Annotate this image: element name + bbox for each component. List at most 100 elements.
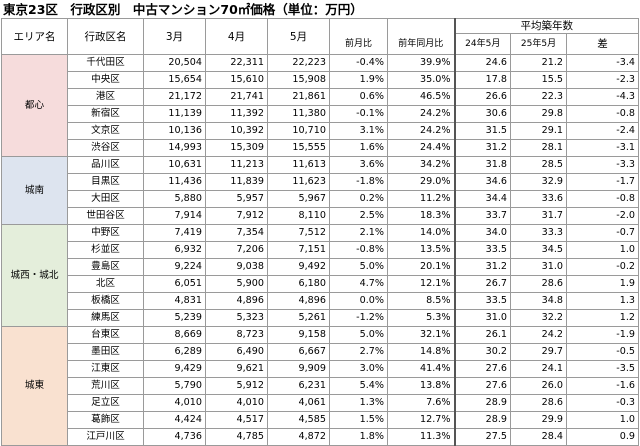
table-row: 豊島区 9,224 9,038 9,492 5.0% 20.1% 31.2 31.0 -0.2 <box>2 258 639 276</box>
april-value: 4,010 <box>205 394 268 412</box>
may-value: 6,667 <box>267 343 330 361</box>
age-2025: 32.9 <box>510 173 567 191</box>
age-diff: 1.9 <box>566 275 639 293</box>
table-row: 文京区 10,136 10,392 10,710 3.1% 24.2% 31.5 29.1 -2… <box>2 122 639 140</box>
ward-name: 中央区 <box>67 71 144 89</box>
mom-change: 5.0% <box>329 258 388 276</box>
mom-change: 0.2% <box>329 190 388 208</box>
mom-change: 1.6% <box>329 139 388 157</box>
age-diff: -1.7 <box>566 173 639 191</box>
table-row: 北区 6,051 5,900 6,180 4.7% 12.1% 26.7 28.6 1.9 <box>2 275 639 293</box>
ward-name: 品川区 <box>67 156 144 174</box>
march-value: 5,239 <box>143 309 206 327</box>
age-2024: 31.5 <box>453 122 511 140</box>
mom-change: 3.6% <box>329 156 388 174</box>
table-row: 江戸川区 4,736 4,785 4,872 1.8% 11.3% 27.5 28.4 0.9 <box>2 428 639 446</box>
may-value: 5,261 <box>267 309 330 327</box>
table-row: 目黒区 11,436 11,839 11,623 -1.8% 29.0% 34.6 32.9-… <box>2 173 639 191</box>
may-value: 11,380 <box>267 105 330 123</box>
age-diff: -3.1 <box>566 139 639 157</box>
may-value: 4,872 <box>267 428 330 446</box>
age-2025: 28.5 <box>510 156 567 174</box>
march-value: 4,010 <box>143 394 206 412</box>
april-value: 10,392 <box>205 122 268 140</box>
mom-change: -0.8% <box>329 241 388 259</box>
mom-change: 1.8% <box>329 428 388 446</box>
may-value: 9,492 <box>267 258 330 276</box>
ward-name: 葛飾区 <box>67 411 144 429</box>
age-2024: 31.2 <box>453 139 511 157</box>
ward-name: 千代田区 <box>67 54 144 72</box>
age-diff: -3.3 <box>566 156 639 174</box>
table-row: 墨田区 6,289 6,490 6,667 2.7% 14.8% 30.2 29.7 -0.5 <box>2 343 639 361</box>
age-diff: -0.3 <box>566 394 639 412</box>
mom-change: 0.0% <box>329 292 388 310</box>
age-2025: 29.8 <box>510 105 567 123</box>
age-2024: 30.2 <box>453 343 511 361</box>
price-table: エリア名 行政区名 3月 4月 5月 平均築年数 前月比 前年同月比 24年5月… <box>1 18 639 446</box>
table-row: 足立区 4,010 4,010 4,061 1.3% 7.6% 28.9 28.6 -0.3 <box>2 394 639 412</box>
march-value: 5,880 <box>143 190 206 208</box>
mom-change: 2.7% <box>329 343 388 361</box>
age-diff: 1.0 <box>566 241 639 259</box>
yoy-change: 12.7% <box>387 411 455 429</box>
header-area: エリア名 <box>1 18 68 55</box>
april-value: 5,900 <box>205 275 268 293</box>
may-value: 15,908 <box>267 71 330 89</box>
yoy-change: 11.2% <box>387 190 455 208</box>
yoy-change: 35.0% <box>387 71 455 89</box>
april-value: 5,957 <box>205 190 268 208</box>
table-row: 渋谷区 14,993 15,309 15,555 1.6% 24.4% 31.2 28.1 -3… <box>2 139 639 157</box>
may-value: 10,710 <box>267 122 330 140</box>
ward-name: 杉並区 <box>67 241 144 259</box>
table-row: 都心 千代田区 20,504 22,311 22,223 -0.4% 39.9% 24.6 21… <box>1 54 639 157</box>
age-2025: 32.2 <box>510 309 567 327</box>
table-row: 城西・城北 中野区 7,419 7,354 7,512 2.1% 14.0% 34.0 33.3… <box>1 224 639 327</box>
may-value: 4,061 <box>267 394 330 412</box>
may-value: 11,613 <box>267 156 330 174</box>
header-ward: 行政区名 <box>67 18 144 55</box>
area-name: 城東 <box>1 326 68 446</box>
may-value: 11,623 <box>267 173 330 191</box>
table-row: 世田谷区 7,914 7,912 8,110 2.5% 18.3% 33.7 31.7 -2.0 <box>2 207 639 225</box>
mom-change: 1.5% <box>329 411 388 429</box>
march-value: 14,993 <box>143 139 206 157</box>
table-title: 東京23区 行政区別 中古マンション70㎡価格（単位：万円） <box>3 2 363 17</box>
april-value: 15,309 <box>205 139 268 157</box>
mom-change: 1.9% <box>329 71 388 89</box>
age-2025: 24.1 <box>510 360 567 378</box>
table-row: 板橋区 4,831 4,896 4,896 0.0% 8.5% 33.5 34.8 1.3 <box>2 292 639 310</box>
mom-change: 3.0% <box>329 360 388 378</box>
march-value: 4,831 <box>143 292 206 310</box>
age-diff: -2.0 <box>566 207 639 225</box>
age-2024: 34.6 <box>453 173 511 191</box>
age-2025: 21.2 <box>510 54 567 72</box>
age-2025: 33.3 <box>510 224 567 242</box>
age-2024: 34.4 <box>453 190 511 208</box>
ward-name: 板橋区 <box>67 292 144 310</box>
april-value: 22,311 <box>205 54 268 72</box>
age-2025: 29.9 <box>510 411 567 429</box>
table-row: 中央区 15,654 15,610 15,908 1.9% 35.0% 17.8 15.5 -2… <box>2 71 639 89</box>
may-value: 6,180 <box>267 275 330 293</box>
ward-name: 港区 <box>67 88 144 106</box>
age-diff: -1.6 <box>566 377 639 395</box>
header-average-age: 平均築年数 <box>453 18 639 34</box>
march-value: 11,139 <box>143 105 206 123</box>
age-2025: 28.4 <box>510 428 567 446</box>
may-value: 15,555 <box>267 139 330 157</box>
table-row: 荒川区 5,790 5,912 6,231 5.4% 13.8% 27.6 26.0 -1.6 <box>2 377 639 395</box>
age-2024: 28.9 <box>453 411 511 429</box>
mom-change: -1.8% <box>329 173 388 191</box>
yoy-change: 20.1% <box>387 258 455 276</box>
age-diff: -3.4 <box>566 54 639 72</box>
age-2024: 31.8 <box>453 156 511 174</box>
age-2025: 34.8 <box>510 292 567 310</box>
april-value: 7,912 <box>205 207 268 225</box>
header-yoy: 前年同月比 <box>387 33 455 55</box>
yoy-change: 5.3% <box>387 309 455 327</box>
ward-name: 江戸川区 <box>67 428 144 446</box>
ward-name: 江東区 <box>67 360 144 378</box>
age-2024: 33.7 <box>453 207 511 225</box>
